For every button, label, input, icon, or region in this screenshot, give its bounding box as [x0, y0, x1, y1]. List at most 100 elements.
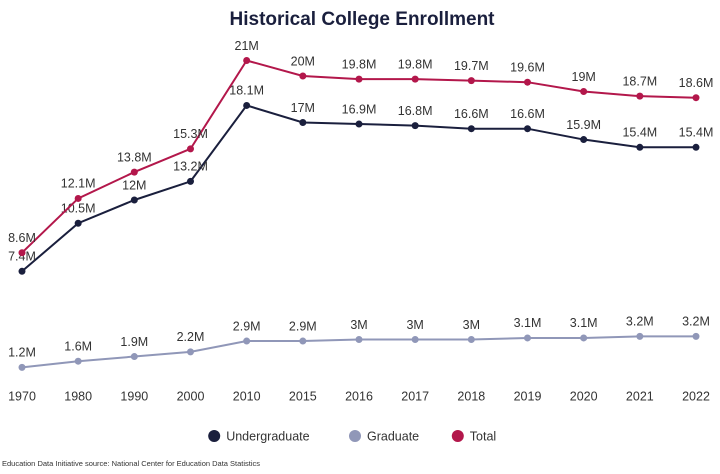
data-label: 21M	[235, 39, 259, 53]
data-label: 19.8M	[342, 57, 377, 71]
data-label: 1.2M	[8, 346, 36, 360]
data-label: 3.2M	[626, 315, 654, 329]
data-label: 19.6M	[510, 60, 545, 74]
data-label: 16.6M	[510, 107, 545, 121]
data-point	[187, 145, 194, 153]
data-label: 2.9M	[289, 319, 317, 333]
data-label: 15.9M	[566, 118, 601, 132]
x-tick-label: 2022	[682, 389, 710, 403]
data-label: 16.6M	[454, 107, 489, 121]
chart-title: Historical College Enrollment	[230, 9, 496, 30]
data-point	[636, 143, 644, 151]
data-point	[580, 88, 588, 95]
data-point	[130, 168, 138, 176]
data-label: 3.1M	[514, 316, 542, 330]
x-tick-label: 2000	[177, 389, 205, 403]
data-label: 13.8M	[117, 150, 152, 164]
data-point	[524, 125, 531, 133]
data-label: 8.6M	[8, 231, 36, 245]
data-point	[243, 57, 251, 64]
legend-label: Total	[470, 429, 496, 443]
data-label: 2.9M	[233, 319, 261, 333]
data-label: 3M	[350, 318, 367, 332]
legend-marker	[208, 430, 221, 442]
data-point	[411, 122, 419, 130]
data-label: 18.6M	[679, 76, 714, 90]
data-label: 15.4M	[622, 126, 657, 140]
legend-label: Undergraduate	[226, 429, 309, 443]
data-point	[692, 94, 700, 102]
data-point	[580, 334, 588, 342]
data-label: 10.5M	[61, 202, 96, 216]
data-point	[524, 334, 531, 342]
x-tick-label: 2016	[345, 389, 373, 403]
data-point	[74, 219, 82, 227]
data-label: 3M	[406, 318, 423, 332]
data-label: 3M	[463, 318, 480, 332]
data-point	[355, 120, 363, 128]
x-tick-label: 2018	[457, 389, 485, 403]
data-point	[580, 136, 588, 144]
data-point	[467, 77, 475, 85]
data-label: 3.1M	[570, 316, 598, 330]
data-label: 19.7M	[454, 59, 489, 73]
x-tick-label: 2017	[401, 389, 429, 403]
data-point	[524, 78, 531, 86]
x-tick-label: 2019	[514, 389, 542, 403]
x-tick-label: 1990	[120, 389, 148, 403]
x-tick-label: 2020	[570, 389, 598, 403]
x-tick-label: 2010	[233, 389, 261, 403]
data-point	[243, 337, 251, 345]
x-tick-label: 2021	[626, 389, 654, 403]
data-point	[411, 75, 419, 83]
x-tick-label: 1970	[8, 389, 36, 403]
data-label: 12.1M	[61, 177, 96, 191]
legend-marker	[349, 430, 361, 442]
legend-marker	[451, 430, 464, 442]
data-label: 17M	[291, 101, 315, 115]
data-point	[299, 119, 307, 126]
data-point	[130, 196, 138, 204]
data-point	[18, 267, 26, 275]
data-label: 3.2M	[682, 315, 710, 329]
data-point	[243, 101, 251, 109]
x-tick-label: 1980	[64, 389, 92, 403]
data-label: 15.4M	[679, 126, 714, 140]
data-point	[636, 92, 644, 100]
data-label: 19.8M	[398, 57, 433, 71]
data-point	[18, 249, 26, 257]
x-tick-label: 2015	[289, 389, 317, 403]
data-label: 20M	[291, 54, 315, 68]
data-label: 1.6M	[64, 339, 92, 353]
data-point	[411, 336, 419, 343]
data-point	[130, 353, 138, 361]
data-point	[355, 75, 363, 83]
data-point	[692, 332, 700, 340]
data-label: 16.8M	[398, 104, 433, 118]
data-point	[355, 336, 363, 343]
data-point	[74, 194, 82, 202]
data-label: 7.4M	[8, 250, 36, 264]
data-point	[74, 357, 82, 365]
data-point	[692, 143, 700, 151]
data-label: 1.9M	[120, 335, 148, 349]
data-label: 16.9M	[342, 102, 377, 116]
data-point	[299, 72, 307, 80]
data-point	[467, 336, 475, 343]
data-point	[187, 348, 194, 356]
data-label: 18.1M	[229, 84, 264, 98]
legend-label: Graduate	[367, 429, 419, 443]
data-point	[299, 337, 307, 345]
data-label: 13.2M	[173, 160, 208, 174]
data-point	[636, 332, 644, 340]
data-label: 2.2M	[177, 330, 205, 344]
data-label: 15.3M	[173, 127, 208, 141]
data-point	[187, 177, 194, 185]
data-point	[18, 363, 26, 371]
data-label: 19M	[572, 70, 596, 84]
source-note: Education Data Initiative source: Nation…	[2, 459, 260, 468]
data-label: 18.7M	[622, 74, 657, 88]
data-label: 12M	[122, 178, 146, 192]
data-point	[467, 125, 475, 133]
